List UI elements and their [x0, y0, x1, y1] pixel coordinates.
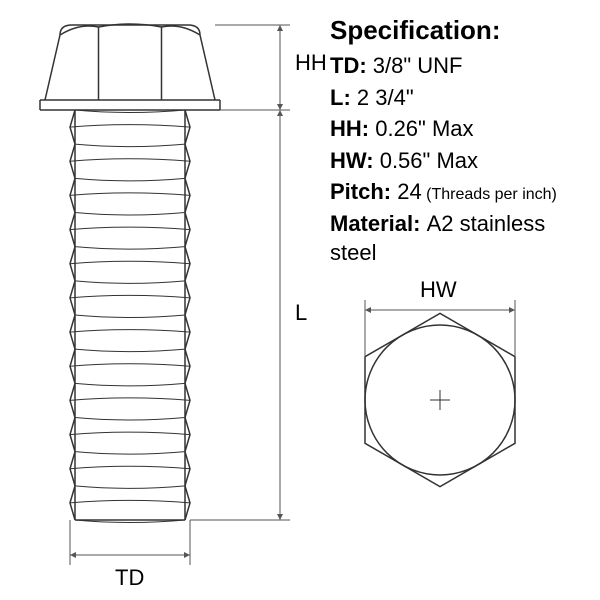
spec-label: L:: [330, 85, 357, 110]
spec-row: L: 2 3/4": [330, 84, 580, 113]
spec-value: 0.26" Max: [375, 116, 473, 141]
spec-title: Specification:: [330, 15, 580, 46]
dim-label-l: L: [295, 300, 307, 326]
spec-label: Material:: [330, 211, 427, 236]
spec-value: 0.56" Max: [380, 148, 478, 173]
spec-row: Pitch: 24 (Threads per inch): [330, 178, 580, 207]
spec-value: 2 3/4": [357, 85, 414, 110]
spec-label: Pitch:: [330, 179, 397, 204]
spec-row: Material: A2 stainless steel: [330, 210, 580, 267]
spec-value: 3/8" UNF: [373, 53, 463, 78]
spec-row: HW: 0.56" Max: [330, 147, 580, 176]
spec-sub: (Threads per inch): [422, 186, 557, 203]
dim-label-hw: HW: [420, 277, 457, 303]
dim-label-td: TD: [115, 565, 144, 591]
dim-label-hh: HH: [295, 50, 327, 76]
spec-label: HH:: [330, 116, 375, 141]
spec-row: HH: 0.26" Max: [330, 115, 580, 144]
spec-value: 24: [397, 179, 421, 204]
spec-panel: Specification: TD: 3/8" UNFL: 2 3/4"HH: …: [330, 15, 580, 270]
spec-label: HW:: [330, 148, 380, 173]
spec-label: TD:: [330, 53, 373, 78]
spec-row: TD: 3/8" UNF: [330, 52, 580, 81]
